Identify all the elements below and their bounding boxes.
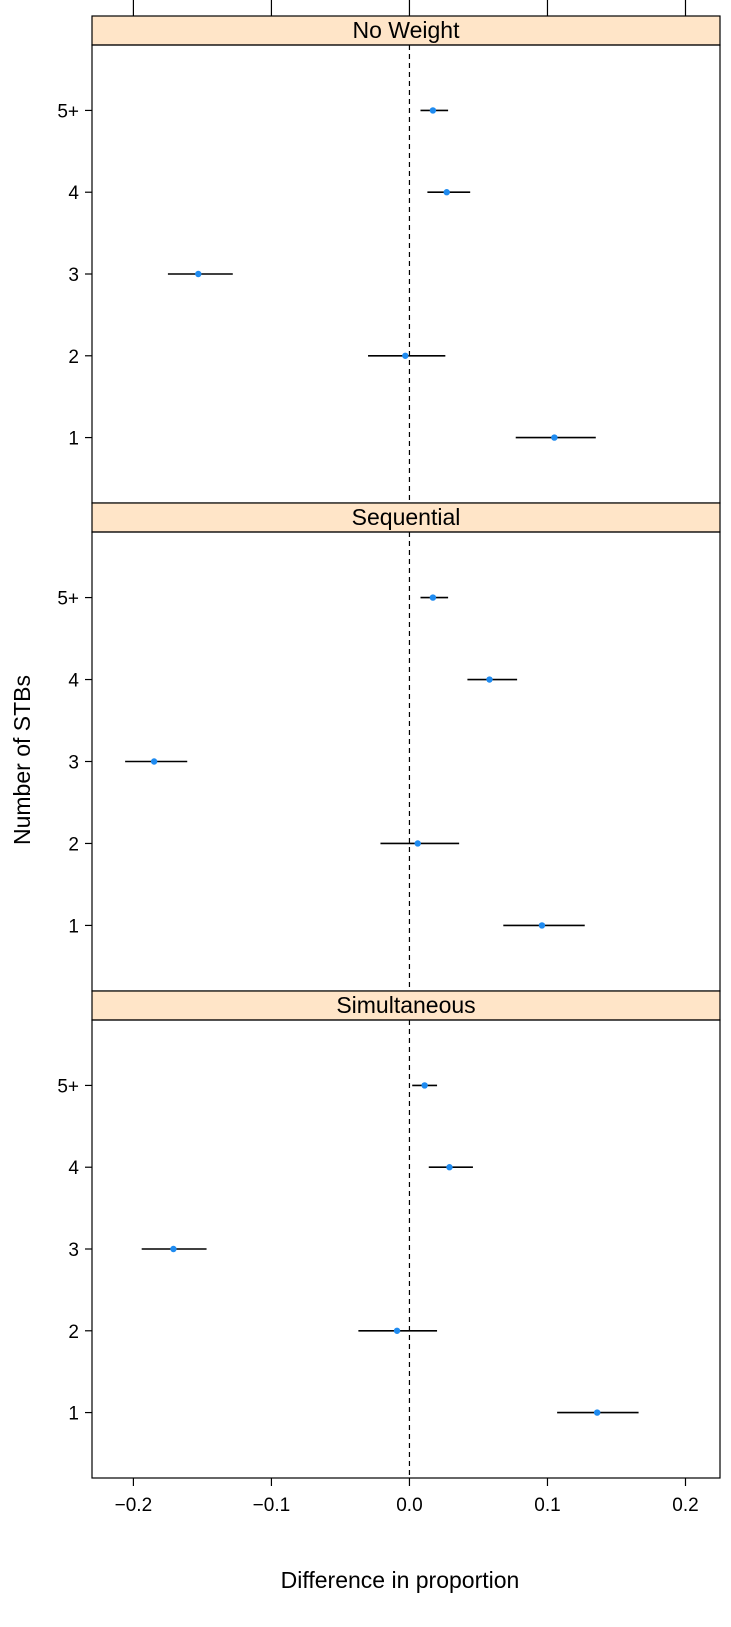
estimate-point: [195, 270, 202, 278]
x-tick-label: 0.2: [672, 1495, 698, 1516]
y-tick-label: 2: [68, 834, 79, 855]
y-tick-label: 3: [68, 753, 79, 774]
x-axis-title: Difference in proportion: [281, 1567, 520, 1593]
x-tick-label: −0.2: [115, 1495, 153, 1516]
x-tick-label: 0.1: [534, 1495, 560, 1516]
x-tick-label: −0.1: [253, 1495, 291, 1516]
y-tick-label: 5+: [57, 101, 79, 122]
estimate-point: [551, 434, 558, 441]
y-tick-label: 2: [68, 1322, 79, 1343]
estimate-point: [421, 1082, 428, 1089]
panel-sequential: Sequential 5+ 4 3 2 1: [57, 502, 721, 992]
y-tick-label: 5+: [57, 1076, 79, 1097]
strip-background: [91, 990, 721, 1021]
y-tick-label: 4: [68, 183, 79, 204]
y-tick-label: 1: [68, 916, 79, 937]
x-tick-label: 0.0: [396, 1495, 422, 1516]
estimate-point: [446, 1164, 453, 1171]
y-tick-label: 1: [68, 429, 79, 450]
y-tick-label: 2: [68, 347, 79, 368]
estimate-point: [170, 1245, 177, 1253]
x-axis: −0.2 −0.1 0.0 0.1 0.2: [115, 0, 699, 1516]
panel-simultaneous: Simultaneous 5+ 4 3 2 1: [57, 990, 721, 1479]
estimate-point: [486, 676, 493, 683]
strip-label: Sequential: [352, 504, 461, 530]
estimate-point: [429, 107, 437, 114]
strip-label: Simultaneous: [336, 992, 475, 1018]
estimate-point: [429, 594, 437, 601]
estimate-point: [414, 840, 421, 847]
y-tick-label: 1: [68, 1404, 79, 1425]
panel-no-weight: No Weight 5+ 4 3 2 1: [57, 15, 721, 504]
estimate-point: [593, 1409, 601, 1416]
strip-label: No Weight: [353, 17, 461, 43]
y-tick-label: 5+: [57, 589, 79, 610]
y-axis-title: Number of STBs: [9, 675, 35, 845]
estimate-point: [393, 1327, 401, 1334]
y-tick-label: 3: [68, 1240, 79, 1261]
estimate-point: [150, 758, 158, 765]
strip-background: [91, 15, 721, 46]
estimate-point: [538, 922, 546, 929]
y-tick-label: 3: [68, 265, 79, 286]
estimate-point: [402, 352, 409, 359]
strip-background: [91, 502, 721, 533]
y-tick-label: 4: [68, 671, 79, 692]
panels-layer: No Weight5+4321Sequential5+4321Simultane…: [57, 15, 721, 1479]
y-tick-label: 4: [68, 1158, 79, 1179]
estimate-point: [443, 189, 450, 196]
